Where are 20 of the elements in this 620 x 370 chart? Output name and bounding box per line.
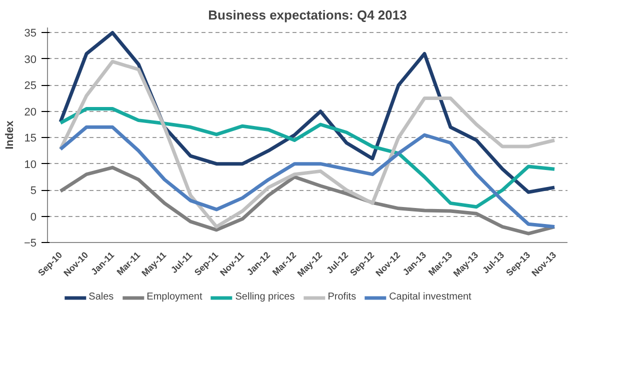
legend-label: Selling prices: [235, 292, 295, 302]
y-tick-label: 20: [24, 106, 37, 118]
legend-label: Employment: [146, 292, 202, 302]
legend-label: Capital investment: [389, 292, 472, 302]
y-axis-title: Index: [4, 120, 16, 150]
legend-label: Profits: [328, 292, 356, 302]
line-series: [58, 125, 556, 229]
y-tick-label: 10: [24, 158, 37, 171]
y-tick-label: 5: [30, 185, 37, 198]
y-tick-label: 25: [24, 80, 37, 92]
y-tick-label: 0: [30, 211, 37, 224]
line-series: [58, 166, 556, 236]
line-series: [58, 107, 556, 209]
y-tick-label: −5: [24, 238, 37, 250]
chart-title: Business expectations: Q4 2013: [208, 8, 407, 22]
y-tick-label: 30: [24, 54, 37, 66]
legend-label: Sales: [88, 292, 114, 302]
y-tick-label: 15: [24, 132, 37, 145]
y-tick-label: 35: [24, 28, 37, 40]
line-series: [58, 60, 556, 229]
